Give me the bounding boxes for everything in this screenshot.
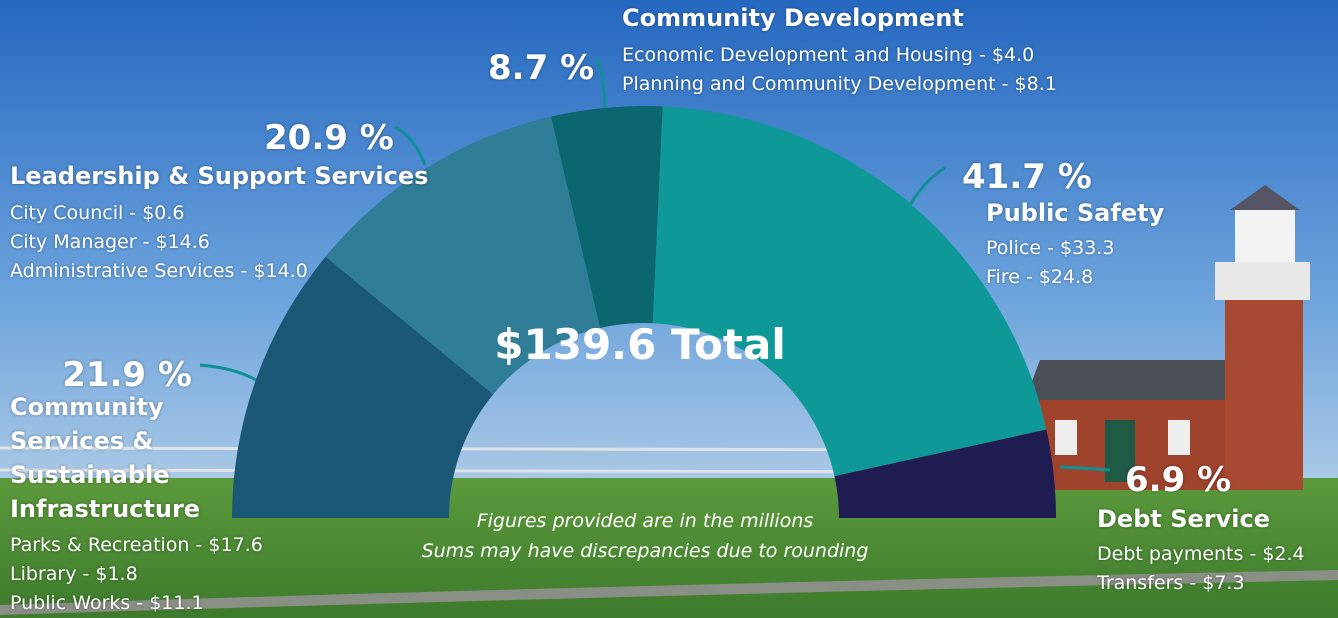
wedge [232,256,494,518]
detail-item: Parks & Recreation - $17.6 [10,534,263,556]
note: Figures provided are in the millions [476,510,814,532]
detail-item: Debt payments - $2.4 [1097,543,1305,565]
value-label: 6.9 % [1125,460,1232,500]
wedge [325,116,601,395]
path [0,570,1338,615]
detail-item: Economic Development and Housing - $4.0 [622,44,1035,66]
category-title: Debt Service [1097,505,1270,533]
value-label: 20.9 % [264,118,394,158]
category-title: Leadership & Support Services [10,162,429,190]
detail-item: Administrative Services - $14.0 [10,260,308,282]
category-title: Public Safety [986,199,1165,227]
detail-item: Library - $1.8 [10,563,138,585]
leader-lines [199,57,1111,472]
detail-item: City Manager - $14.6 [10,231,210,253]
detail-item: Police - $33.3 [986,237,1115,259]
detail-item: Planning and Community Development - $8.… [622,73,1057,95]
detail-item: Public Works - $11.1 [10,592,204,614]
value-label: 8.7 % [488,48,595,88]
house [1025,360,1250,490]
total-label: $139.6 Total [494,320,786,369]
detail-item: Fire - $24.8 [986,266,1094,288]
detail-item: Transfers - $7.3 [1097,572,1245,594]
value-label: 21.9 % [62,355,192,395]
category-title: Community Development [622,4,964,32]
value-label: 41.7 % [962,157,1092,197]
lighthouse [1215,185,1310,490]
wedge [834,429,1056,518]
wedge [652,106,1047,477]
category-title: Community Services & Sustainable Infrast… [10,393,201,523]
wedge [551,106,663,329]
detail-item: City Council - $0.6 [10,202,185,224]
note: Sums may have discrepancies due to round… [421,540,869,562]
